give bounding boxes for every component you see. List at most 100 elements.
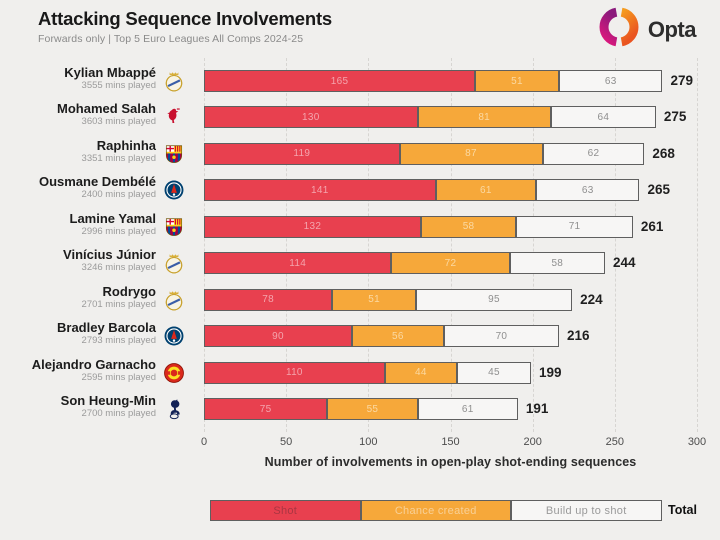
bar-value: 55 bbox=[366, 403, 379, 415]
player-row: Alejandro Garnacho 2595 mins played 110 44… bbox=[0, 355, 720, 391]
player-mins: 2700 mins played bbox=[81, 408, 156, 420]
gridline bbox=[286, 58, 288, 432]
bar-segment-shot: 90 bbox=[204, 325, 352, 348]
player-row: Raphinha 3351 mins played 119 87 62 268 bbox=[0, 136, 720, 172]
legend-item-2: Chance created bbox=[360, 500, 511, 521]
bar-value: 87 bbox=[465, 148, 477, 160]
bar-segment-shot: 78 bbox=[204, 288, 333, 311]
total-label: 279 bbox=[670, 73, 694, 88]
bar-segment-shot: 165 bbox=[204, 70, 476, 92]
player-mins: 2400 mins played bbox=[81, 189, 156, 201]
player-name: Lamine Yamal bbox=[69, 210, 156, 226]
bar-value: 141 bbox=[311, 184, 329, 196]
total-label: 275 bbox=[663, 109, 687, 125]
brand-name: Opta bbox=[647, 16, 697, 42]
player-mins: 2595 mins played bbox=[81, 371, 156, 383]
club-crest-real-madrid-icon bbox=[163, 289, 185, 311]
bar-value: 110 bbox=[285, 367, 303, 379]
bar-segment-shot: 132 bbox=[204, 215, 421, 238]
page-title: Attacking Sequence Involvements bbox=[38, 8, 333, 29]
bar-segment-build: 71 bbox=[516, 215, 633, 238]
bar-segment-shot: 75 bbox=[204, 398, 328, 421]
player-mins: 3351 mins played bbox=[81, 152, 156, 164]
bar-value: 75 bbox=[259, 403, 272, 415]
bar-segment-chance: 51 bbox=[475, 70, 559, 92]
bar-value: 51 bbox=[368, 294, 380, 306]
player-mins: 2793 mins played bbox=[81, 335, 156, 347]
bar-segment-build: 70 bbox=[443, 325, 559, 348]
club-crest-barcelona-icon bbox=[163, 143, 185, 165]
total-label: 265 bbox=[647, 182, 670, 198]
bar-value: 72 bbox=[444, 257, 457, 269]
bar-value: 114 bbox=[289, 257, 307, 269]
bar-value: 51 bbox=[511, 75, 523, 87]
bar-segment-shot: 114 bbox=[204, 252, 392, 275]
club-crest-barcelona-icon bbox=[163, 216, 185, 238]
player-name: Rodrygo bbox=[102, 283, 156, 299]
player-row: Rodrygo 2701 mins played 78 51 95 224 bbox=[0, 282, 720, 318]
gridline bbox=[368, 58, 370, 432]
legend-item-label: Shot bbox=[273, 504, 298, 517]
bar-value: 56 bbox=[392, 330, 404, 342]
gridline bbox=[697, 58, 698, 432]
total-label: 216 bbox=[566, 328, 590, 344]
bar-segment-chance: 55 bbox=[327, 398, 418, 421]
bar-value: 95 bbox=[488, 294, 500, 306]
player-name: Raphinha bbox=[96, 137, 156, 153]
total-label: 244 bbox=[612, 255, 636, 271]
club-crest-man-united-icon bbox=[163, 362, 185, 384]
bar-value: 81 bbox=[478, 111, 491, 123]
gridline bbox=[532, 58, 534, 432]
x-tick-label: 250 bbox=[605, 436, 624, 448]
bar-segment-chance: 44 bbox=[384, 361, 458, 384]
legend-total-label: Total bbox=[668, 503, 697, 517]
bar-segment-chance: 58 bbox=[420, 215, 517, 238]
bar-segment-shot: 141 bbox=[204, 179, 436, 202]
club-crest-real-madrid-icon bbox=[163, 70, 185, 92]
total-label: 224 bbox=[580, 291, 603, 307]
bar-value: 62 bbox=[587, 148, 600, 160]
club-crest-psg-icon bbox=[163, 179, 185, 201]
bar-value: 70 bbox=[495, 330, 508, 342]
player-name: Bradley Barcola bbox=[57, 320, 156, 336]
bar-value: 64 bbox=[597, 111, 610, 123]
bar-segment-chance: 81 bbox=[417, 106, 551, 129]
bar-segment-shot: 110 bbox=[204, 361, 385, 384]
bar-segment-build: 61 bbox=[417, 398, 518, 421]
bar-value: 61 bbox=[461, 403, 474, 415]
club-crest-real-madrid-icon bbox=[163, 252, 185, 274]
x-axis-label: Number of involvements in open-play shot… bbox=[264, 455, 637, 469]
bar-segment-build: 58 bbox=[509, 252, 605, 275]
bar-value: 58 bbox=[462, 221, 475, 233]
player-row: Ousmane Dembélé 2400 mins played 141 61 63 2… bbox=[0, 172, 720, 208]
opta-logo-ring-icon bbox=[597, 5, 641, 54]
bar-value: 45 bbox=[488, 367, 500, 379]
bar-value: 165 bbox=[330, 75, 349, 87]
player-mins: 3555 mins played bbox=[81, 80, 156, 91]
club-crest-liverpool-icon bbox=[163, 106, 185, 128]
gridline bbox=[204, 58, 205, 432]
bar-segment-chance: 56 bbox=[351, 325, 444, 348]
gridline bbox=[450, 58, 452, 432]
bar-segment-shot: 119 bbox=[204, 142, 400, 165]
bar-segment-chance: 51 bbox=[332, 288, 416, 311]
player-row: Son Heung-Min 2700 mins played 75 55 61 191 bbox=[0, 391, 720, 427]
bar-value: 130 bbox=[302, 111, 320, 123]
opta-logo: Opta bbox=[597, 5, 697, 54]
player-name: Alejandro Garnacho bbox=[31, 356, 156, 372]
bar-value: 63 bbox=[581, 184, 594, 196]
player-row: Mohamed Salah 3603 mins played 130 81 64 275 bbox=[0, 99, 720, 135]
bar-segment-shot: 130 bbox=[204, 106, 418, 129]
legend-item-label: Chance created bbox=[394, 504, 477, 517]
bar-value: 119 bbox=[293, 148, 311, 160]
x-tick-label: 0 bbox=[200, 436, 208, 448]
total-label: 199 bbox=[539, 364, 562, 380]
total-label: 191 bbox=[525, 401, 549, 417]
x-tick-label: 100 bbox=[359, 436, 378, 448]
x-tick-label: 200 bbox=[523, 436, 542, 448]
x-tick-label: 50 bbox=[280, 436, 293, 448]
club-crest-psg-icon bbox=[163, 325, 185, 347]
bar-value: 71 bbox=[568, 221, 581, 233]
club-crest-tottenham-icon bbox=[163, 398, 185, 420]
